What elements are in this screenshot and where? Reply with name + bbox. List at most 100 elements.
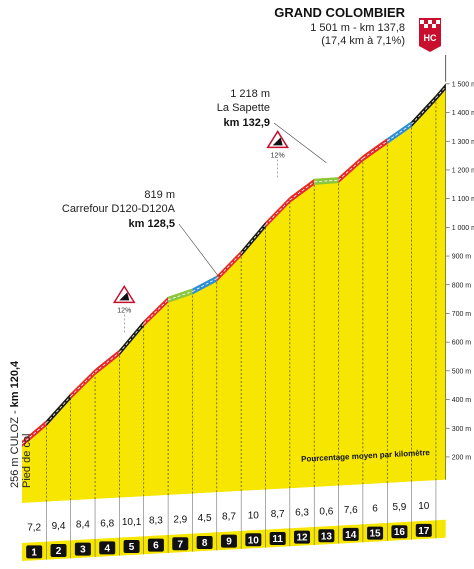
gradient-value: 0,6 [319, 506, 333, 517]
gradient-segment-dash [435, 86, 446, 99]
km-number-box [342, 527, 359, 541]
y-tick-label: 1 500 m [452, 81, 474, 88]
gradient-segment-dash [192, 278, 217, 292]
km-number-box [318, 529, 335, 543]
annotation-km: km 132,9 [224, 117, 270, 129]
annotation-name: La Sapette [217, 102, 270, 114]
gradient-segment-dash [94, 352, 120, 373]
km-number-box [26, 545, 43, 559]
gradient-value: 6,3 [295, 508, 309, 519]
km-number: 13 [321, 531, 333, 542]
summit-title: GRAND COLOMBIER [274, 5, 405, 20]
gradient-segment-dash [143, 299, 169, 324]
y-tick-label: 1 000 m [452, 225, 474, 232]
km-number-box [123, 539, 140, 553]
gradient-segment-dash [46, 395, 71, 424]
km-number: 3 [80, 545, 86, 556]
summit-elevation: 1 501 m - km 137,8 [310, 22, 405, 34]
y-tick-label: 500 m [452, 368, 472, 375]
km-number-box [367, 526, 384, 540]
annotation-name: Carrefour D120-D120A [62, 203, 176, 215]
steep-warning-slope [119, 292, 130, 301]
gradient-value: 8,3 [149, 516, 163, 527]
km-number: 15 [370, 529, 382, 540]
km-number-box [196, 535, 213, 549]
gradient-band [21, 55, 447, 447]
start-subtitle: Pied de col [21, 434, 33, 488]
start-km: km 120,4 [9, 360, 21, 407]
gradient-value: 8,7 [222, 512, 236, 523]
gradient-value: 8,7 [271, 509, 285, 520]
km-number-box [245, 533, 262, 547]
gradient-value: 7,6 [344, 505, 358, 516]
km-number-box [415, 523, 432, 537]
profile-fill [22, 83, 446, 503]
y-tick-label: 1 100 m [452, 196, 474, 203]
annotation-leader [273, 122, 327, 164]
gradient-segment [192, 275, 217, 295]
km-number: 11 [272, 534, 283, 545]
y-tick-label: 400 m [452, 397, 472, 404]
annotation-altitude: 1 218 m [230, 88, 270, 100]
km-number-box [74, 542, 91, 556]
checkered-flag-icon [432, 24, 436, 28]
checkered-flag-icon [420, 20, 424, 24]
start-elevation: 256 m CULOZ - km 120,4 [9, 360, 21, 488]
gradient-segment [387, 121, 412, 145]
km-number-box [220, 534, 237, 548]
checkered-flag-icon [436, 20, 440, 24]
annotations: GRAND COLOMBIER 1 501 m - km 137,8 (17,4… [9, 5, 441, 488]
y-tick-label: 1 200 m [452, 167, 474, 174]
steep-warning-icon [112, 284, 136, 304]
gradient-value: 4,5 [198, 513, 212, 524]
gradient-segment-dash [119, 323, 145, 353]
km-number-box [269, 531, 286, 545]
gradient-segment [241, 221, 266, 257]
gradient-value: 6,8 [100, 518, 114, 529]
km-number: 7 [177, 539, 183, 550]
gradient-segment-dash [70, 371, 96, 397]
profile-area [22, 83, 446, 503]
km-number-box [50, 543, 67, 557]
x-axis: 7,2 1 9,4 2 8,4 3 6,8 4 10,1 5 8,3 6 2,9 7 4,5 8 8,7 9 10 1… [22, 479, 446, 561]
gradient-segment-dash [216, 253, 242, 279]
checkered-flag-icon [428, 20, 432, 24]
km-number-box [391, 525, 408, 539]
y-tick-label: 900 m [452, 254, 472, 261]
gradient-value: 6 [372, 504, 378, 515]
gradient-segment-dash [338, 158, 364, 181]
gradient-segment-dash [21, 422, 47, 445]
gradient-segment [119, 320, 144, 356]
gradient-segment-dash [289, 181, 315, 201]
km-number: 17 [418, 526, 430, 537]
km-number: 4 [104, 543, 110, 554]
km-number: 12 [296, 533, 308, 544]
y-tick-label: 800 m [452, 282, 472, 289]
km-number-box [172, 537, 189, 551]
km-number: 2 [56, 546, 62, 557]
y-tick-label: 1 300 m [452, 139, 474, 146]
gradient-segment [46, 393, 71, 427]
km-number: 16 [394, 527, 406, 538]
gradient-value: 2,9 [173, 514, 187, 525]
y-tick-label: 200 m [452, 454, 472, 461]
km-number: 1 [31, 547, 37, 558]
km-number: 6 [153, 541, 159, 552]
gradient-value: 10 [248, 510, 260, 521]
steep-warning-icon [266, 130, 290, 149]
y-axis-ticks: 200 m 300 m 400 m 500 m 600 m 700 m 800 m 900 m… [445, 81, 474, 480]
y-tick-label: 1 400 m [452, 110, 474, 117]
steep-warning-label: 12% [271, 152, 285, 159]
km-number: 9 [226, 537, 232, 548]
steep-warning-slope [272, 137, 283, 146]
y-tick-label: 700 m [452, 311, 472, 318]
gradient-segment-dash [314, 179, 339, 183]
gradient-value: 9,4 [52, 521, 66, 532]
gradient-value: 5,9 [392, 502, 406, 513]
km-number: 10 [248, 535, 260, 546]
annotation-km: km 128,5 [129, 218, 175, 230]
gradient-segment-dash [167, 291, 193, 301]
category-label: HC [424, 33, 437, 43]
km-number: 14 [345, 530, 357, 541]
